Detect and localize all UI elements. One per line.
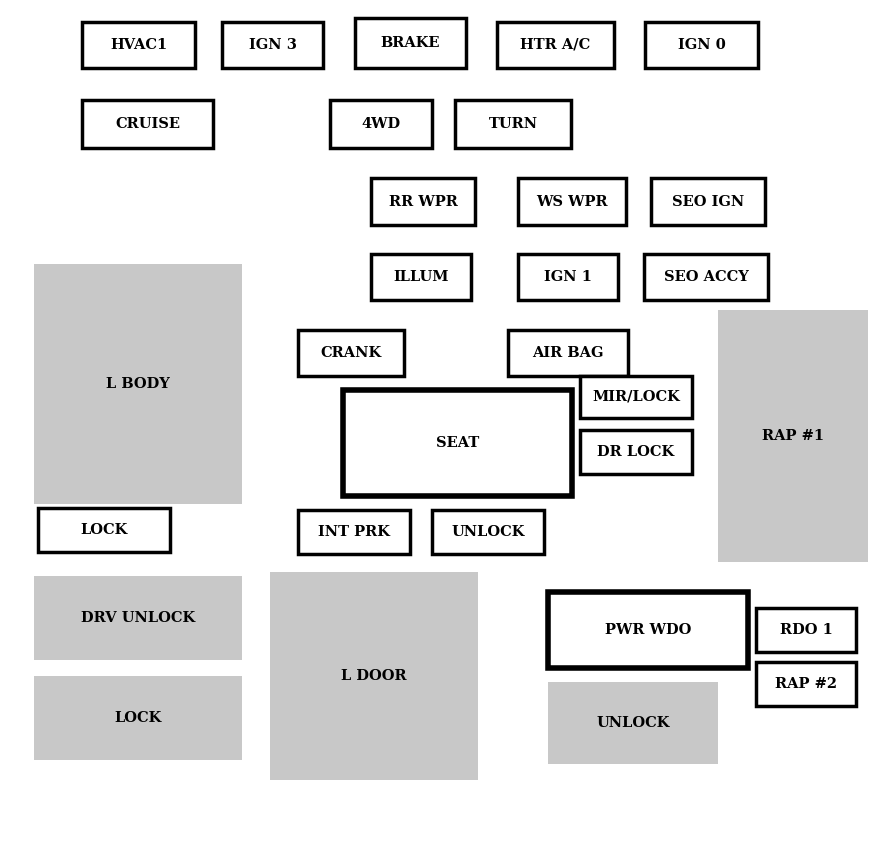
Text: UNLOCK: UNLOCK	[451, 525, 525, 539]
Text: IGN 0: IGN 0	[678, 38, 725, 52]
Bar	[330, 100, 432, 148]
Text: SEO ACCY: SEO ACCY	[663, 270, 748, 284]
Text: BRAKE: BRAKE	[380, 36, 440, 50]
Bar	[756, 662, 856, 706]
Bar	[644, 254, 768, 300]
Text: DRV UNLOCK: DRV UNLOCK	[81, 611, 195, 625]
Text: INT PRK: INT PRK	[318, 525, 390, 539]
Text: UNLOCK: UNLOCK	[597, 716, 670, 730]
Text: CRUISE: CRUISE	[115, 117, 180, 131]
Bar	[371, 254, 471, 300]
Bar	[718, 310, 868, 562]
Bar	[455, 100, 571, 148]
Text: ILLUM: ILLUM	[393, 270, 449, 284]
Bar	[298, 330, 404, 376]
Bar	[518, 254, 618, 300]
Text: MIR/LOCK: MIR/LOCK	[592, 390, 680, 404]
Bar	[651, 178, 765, 225]
Text: HVAC1: HVAC1	[110, 38, 167, 52]
Bar	[432, 510, 544, 554]
Bar	[518, 178, 626, 225]
Text: RAP #2: RAP #2	[775, 677, 837, 691]
Bar	[497, 22, 614, 68]
Text: AIR BAG: AIR BAG	[532, 346, 604, 360]
Text: CRANK: CRANK	[321, 346, 381, 360]
Text: IGN 3: IGN 3	[248, 38, 296, 52]
Text: SEO IGN: SEO IGN	[672, 194, 744, 209]
Bar	[34, 676, 242, 760]
Bar	[355, 18, 466, 68]
Bar	[371, 178, 475, 225]
Bar	[756, 608, 856, 652]
Bar	[508, 330, 628, 376]
Text: TURN: TURN	[488, 117, 538, 131]
Bar	[645, 22, 758, 68]
Text: HTR A/C: HTR A/C	[521, 38, 590, 52]
Text: 4WD: 4WD	[362, 117, 401, 131]
Text: RR WPR: RR WPR	[388, 194, 457, 209]
Bar	[298, 510, 410, 554]
Text: L BODY: L BODY	[106, 377, 170, 391]
Bar	[548, 592, 748, 668]
Text: SEAT: SEAT	[436, 436, 480, 450]
Text: RDO 1: RDO 1	[780, 623, 832, 637]
Bar	[82, 100, 213, 148]
Text: PWR WDO: PWR WDO	[605, 623, 691, 637]
Bar	[34, 576, 242, 660]
Bar	[580, 430, 692, 474]
Bar	[580, 376, 692, 418]
Text: WS WPR: WS WPR	[536, 194, 608, 209]
Bar	[270, 572, 478, 780]
Bar	[82, 22, 195, 68]
Text: LOCK: LOCK	[80, 523, 128, 537]
Bar	[548, 682, 718, 764]
Text: RAP #1: RAP #1	[762, 429, 824, 443]
Bar	[222, 22, 323, 68]
Bar	[343, 390, 572, 496]
Text: IGN 1: IGN 1	[544, 270, 592, 284]
Text: LOCK: LOCK	[114, 711, 162, 725]
Text: L DOOR: L DOOR	[341, 669, 407, 683]
Bar	[38, 508, 170, 552]
Bar	[34, 264, 242, 504]
Text: DR LOCK: DR LOCK	[597, 445, 674, 459]
